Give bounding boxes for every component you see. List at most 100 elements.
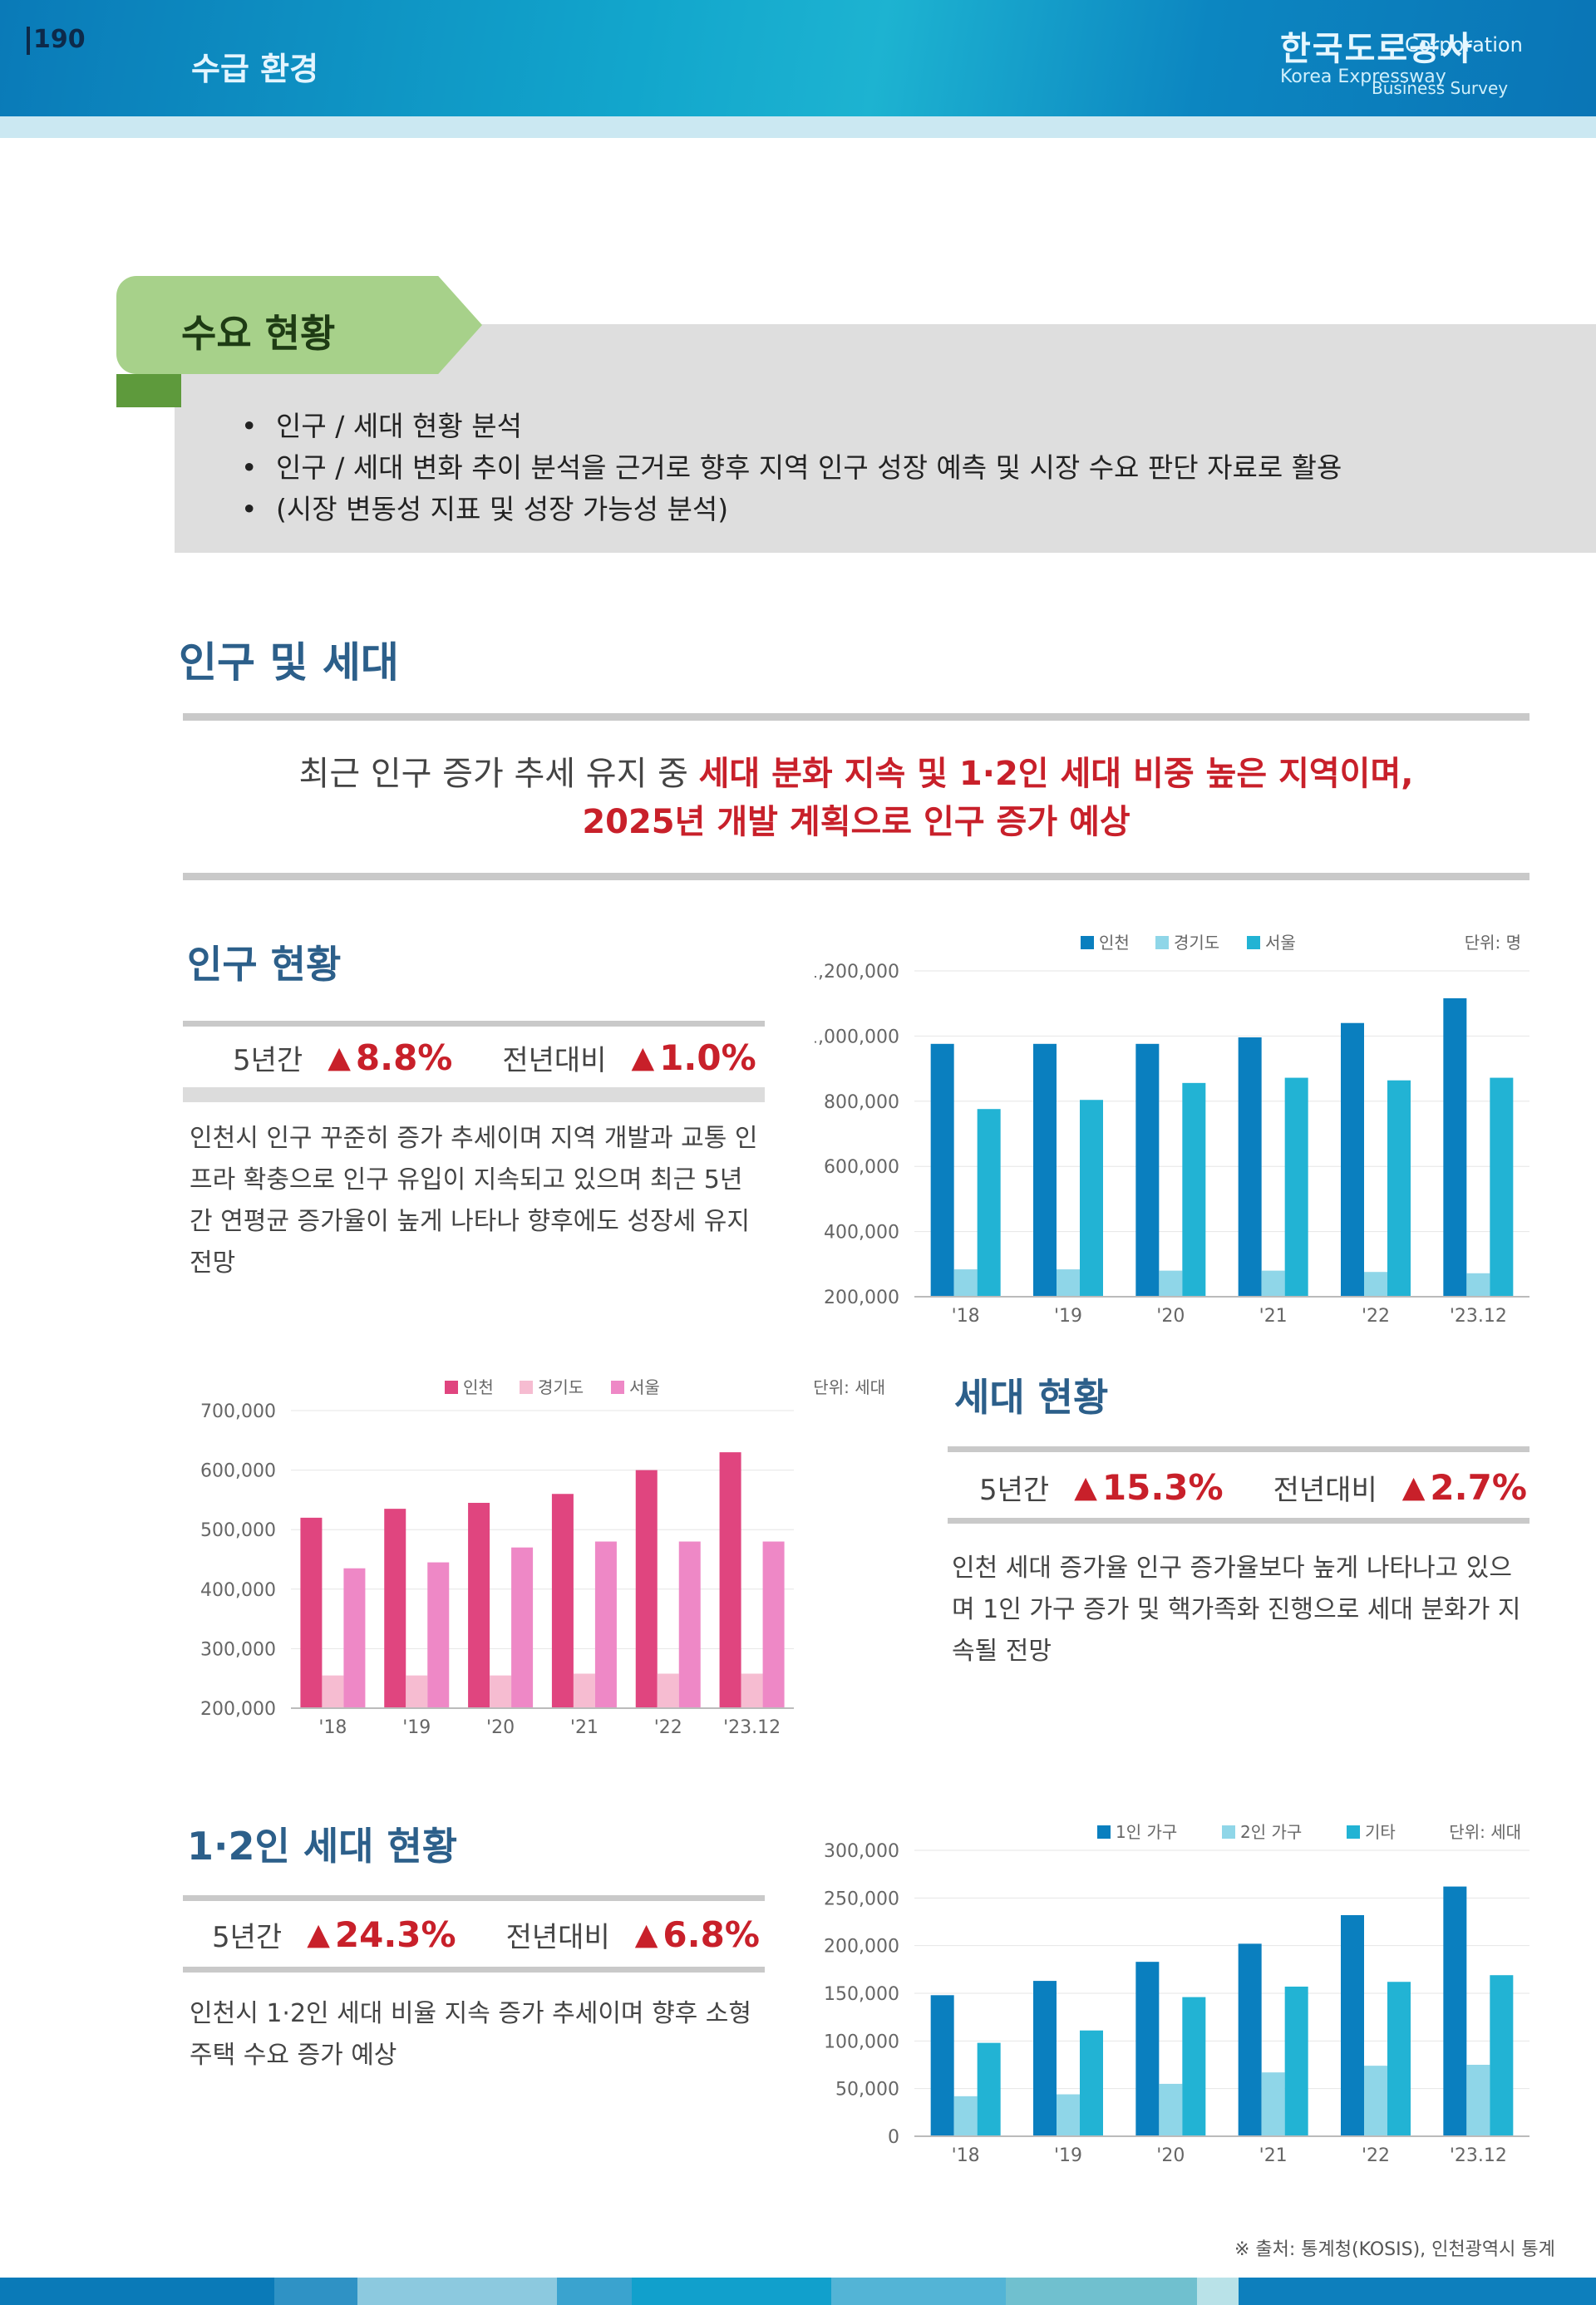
legend-label: 2인 가구 xyxy=(1240,1822,1302,1842)
x-tick-label: '23.12 xyxy=(1450,1306,1507,1327)
stat-label: 전년대비 xyxy=(505,1921,610,1954)
bar xyxy=(573,1673,595,1708)
bar xyxy=(1364,2066,1387,2136)
legend-swatch xyxy=(445,1381,458,1394)
bar xyxy=(1443,1886,1467,2136)
bar xyxy=(322,1675,344,1708)
bar xyxy=(1341,1022,1364,1297)
households-title: 세대 현황 xyxy=(954,1375,1109,1420)
bar xyxy=(741,1673,763,1708)
summary-tab xyxy=(116,276,482,374)
y-tick-label: 0 xyxy=(888,2127,899,2148)
bar xyxy=(1261,2072,1285,2136)
page-number: 190 xyxy=(27,25,86,55)
unit-label: 단위: 명 xyxy=(1465,933,1521,953)
legend-swatch xyxy=(1347,1825,1360,1839)
y-tick-label: 200,000 xyxy=(200,1699,276,1720)
bar xyxy=(1261,1270,1285,1297)
bar xyxy=(1080,1100,1103,1297)
page-footer xyxy=(0,2278,1596,2305)
x-tick-label: '19 xyxy=(402,1717,431,1738)
legend-swatch xyxy=(1155,936,1169,949)
bar xyxy=(1466,1273,1490,1297)
bar xyxy=(300,1517,323,1708)
summary-bullets: 인구 / 세대 현황 분석 인구 / 세대 변화 추이 분석을 근거로 향후 지… xyxy=(241,406,1521,530)
summary-bullet-cont: (시장 변동성 지표 및 성장 가능성 분석) xyxy=(241,489,1521,530)
x-tick-label: '22 xyxy=(1362,1306,1390,1327)
bar xyxy=(1284,1986,1308,2136)
bar xyxy=(1238,1037,1262,1297)
summary-bullet: 인구 / 세대 현황 분석 xyxy=(241,406,1521,447)
bar xyxy=(930,1995,954,2136)
bar xyxy=(1057,2094,1080,2136)
x-tick-label: '22 xyxy=(1362,2145,1390,2166)
bar xyxy=(930,1043,954,1297)
headline-highlight: 세대 분화 지속 및 1·2인 세대 비중 높은 지역이며, xyxy=(698,755,1414,793)
headline-plain: 최근 인구 증가 추세 유지 중 xyxy=(298,755,688,793)
legend-swatch xyxy=(1222,1825,1235,1839)
bar xyxy=(678,1541,701,1708)
up-triangle-icon: ▲ xyxy=(1401,1470,1426,1505)
chart-svg: 1,200,000 1,000,000 800,000 600,000 400,000 2… xyxy=(815,933,1530,1327)
up-triangle-icon: ▲ xyxy=(307,1918,330,1952)
bar xyxy=(1387,1982,1411,2136)
x-tick-label: '21 xyxy=(1259,1306,1288,1327)
stat-value: 15.3% xyxy=(1101,1467,1224,1508)
logo-en: Corporation xyxy=(1405,33,1523,57)
x-tick-label: '19 xyxy=(1054,2145,1082,2166)
bar xyxy=(1159,2083,1183,2136)
legend-swatch xyxy=(520,1381,533,1394)
source-note: ※ 출처: 통계청(KOSIS), 인천광역시 통계 xyxy=(1234,2239,1555,2260)
bar xyxy=(1443,997,1467,1297)
stat-value: 8.8% xyxy=(355,1037,453,1078)
population-desc: 인천시 인구 꾸준히 증가 추세이며 지역 개발과 교통 인프라 확충으로 인구… xyxy=(190,1124,758,1278)
up-triangle-icon: ▲ xyxy=(1074,1470,1097,1505)
section-title: 인구 및 세대 xyxy=(179,638,399,687)
stat-value: 1.0% xyxy=(659,1037,756,1078)
section-tag: 수급 환경 xyxy=(191,51,319,87)
y-tick-label: 1,000,000 xyxy=(815,1027,899,1047)
bar xyxy=(1182,1082,1206,1297)
bar xyxy=(343,1568,366,1708)
page-header xyxy=(0,0,1596,116)
bar xyxy=(1033,1043,1057,1297)
bar xyxy=(1135,1043,1160,1297)
y-tick-label: 100,000 xyxy=(824,2032,899,2052)
bar xyxy=(953,2096,978,2136)
bar xyxy=(594,1541,617,1708)
bar xyxy=(1080,2030,1103,2136)
bar xyxy=(406,1675,428,1708)
y-tick-label: 300,000 xyxy=(824,1841,899,1862)
x-tick-label: '22 xyxy=(654,1717,682,1738)
y-tick-label: 150,000 xyxy=(824,1984,899,2005)
bar xyxy=(1364,1272,1387,1297)
stat-value: 6.8% xyxy=(663,1914,760,1955)
legend-label: 기타 xyxy=(1365,1822,1396,1842)
logo-sub: Korea Expressway xyxy=(1280,66,1446,87)
bar xyxy=(1033,1981,1057,2136)
y-tick-label: 300,000 xyxy=(200,1639,276,1660)
stat-value: 2.7% xyxy=(1430,1467,1527,1508)
x-tick-label: '23.12 xyxy=(1450,2145,1507,2166)
bar xyxy=(1490,1077,1514,1297)
bar xyxy=(384,1509,406,1708)
households-stats: 5년간 ▲ 15.3% 전년대비 ▲ 2.7% xyxy=(979,1467,1577,1508)
legend-label: 서울 xyxy=(1265,933,1296,953)
chart-svg: 300,000 250,000 200,000 150,000 100,000 50,00… xyxy=(824,1822,1530,2166)
x-tick-label: '21 xyxy=(570,1717,598,1738)
bar xyxy=(1057,1269,1080,1297)
bar xyxy=(977,2042,1001,2136)
y-tick-label: 250,000 xyxy=(824,1889,899,1909)
bar xyxy=(1135,1962,1160,2136)
bar xyxy=(511,1547,534,1708)
stat-value: 24.3% xyxy=(334,1914,456,1955)
y-tick-label: 700,000 xyxy=(200,1401,276,1422)
up-triangle-icon: ▲ xyxy=(634,1918,658,1952)
divider xyxy=(183,1895,765,1901)
x-tick-label: '20 xyxy=(1156,1306,1185,1327)
logo-en2: Business Survey xyxy=(1372,78,1509,98)
bar xyxy=(977,1109,1001,1297)
bar xyxy=(1284,1077,1308,1297)
x-tick-label: '21 xyxy=(1259,2145,1288,2166)
company-logo: 한국도로공사 Corporation Korea Expressway Busi… xyxy=(1272,12,1579,103)
